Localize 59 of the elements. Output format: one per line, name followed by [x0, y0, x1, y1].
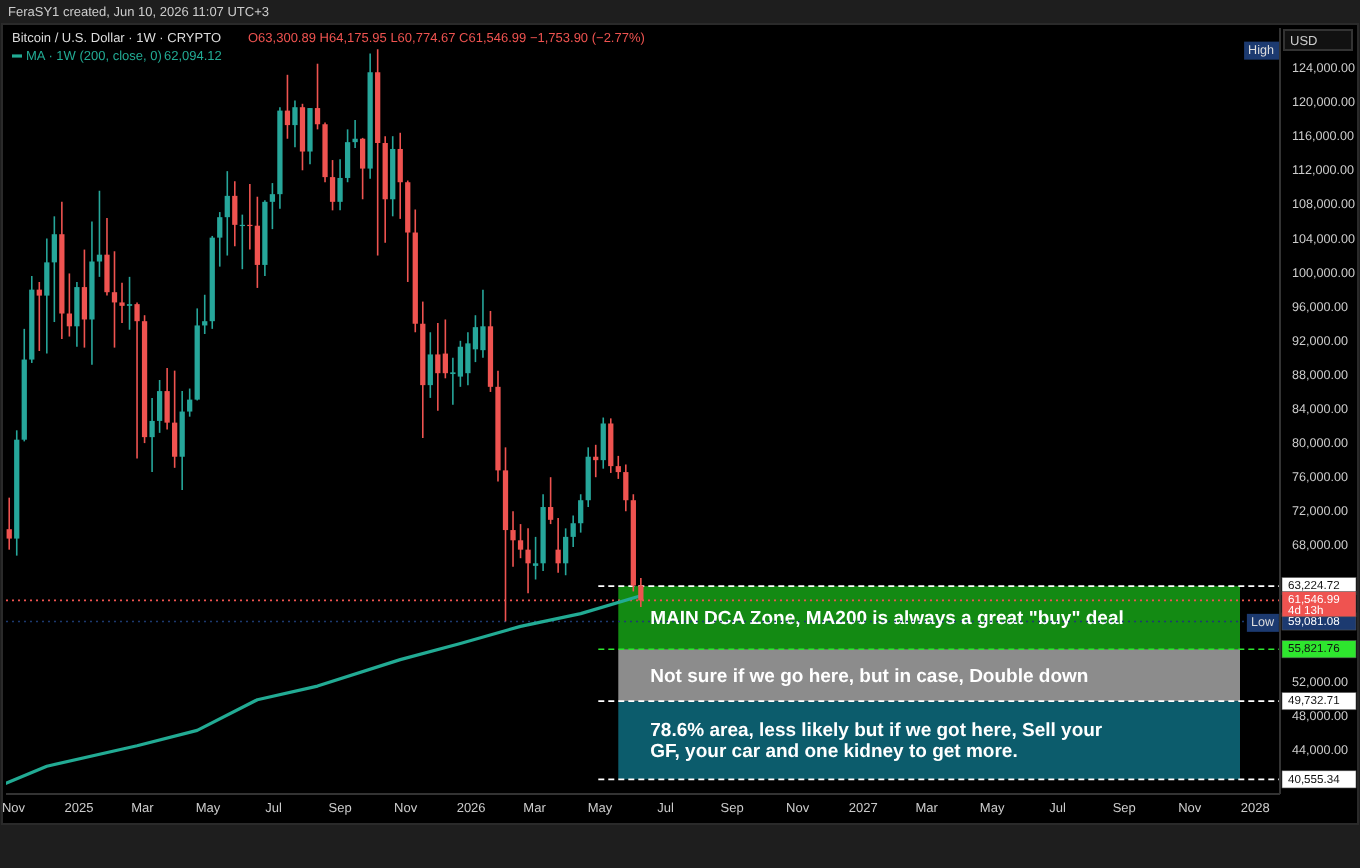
candlestick	[360, 137, 366, 201]
candlestick	[442, 318, 448, 380]
candlestick	[292, 99, 298, 149]
candlestick	[510, 510, 516, 568]
candlestick	[585, 446, 591, 508]
band-label: MAIN DCA Zone, MA200 is always a great "buy" deal	[650, 608, 1124, 631]
candlestick	[6, 496, 12, 551]
candlestick	[525, 527, 531, 594]
candlestick	[187, 387, 193, 418]
candlestick	[578, 493, 584, 534]
candlestick	[344, 128, 351, 184]
candlestick	[570, 514, 576, 548]
candlestick	[44, 237, 50, 355]
candlestick	[74, 281, 80, 348]
candlestick	[179, 390, 185, 491]
candlestick	[36, 281, 42, 352]
candlestick	[615, 455, 621, 480]
candlestick	[119, 282, 125, 324]
candlestick	[156, 379, 163, 434]
candlestick	[480, 288, 486, 359]
candlestick	[149, 397, 155, 473]
candlestick	[600, 416, 606, 470]
candlestick	[457, 339, 464, 388]
candlestick	[623, 463, 629, 513]
candlestick	[465, 331, 471, 386]
candlestick	[435, 322, 441, 412]
candlestick	[329, 159, 336, 212]
candlestick	[224, 170, 230, 257]
candlestick	[96, 189, 103, 278]
candlestick	[172, 369, 178, 469]
candlestick	[555, 517, 561, 574]
candlestick	[352, 119, 358, 149]
candlestick	[563, 527, 569, 577]
candlestick	[427, 331, 433, 399]
candlestick	[269, 182, 276, 230]
band-label: Not sure if we go here, but in case, Double down	[650, 665, 1089, 688]
candlestick	[299, 102, 306, 172]
band-label: 78.6% area, less likely but if we got here, Sell your GF, your car and one kidney to get more.	[650, 720, 1103, 764]
candlestick	[81, 248, 88, 349]
candlestick	[134, 301, 140, 460]
candlestick	[517, 523, 524, 559]
candlestick	[126, 276, 133, 331]
candlestick	[397, 131, 403, 220]
candlestick	[314, 62, 321, 131]
candlestick	[217, 211, 223, 268]
candlestick	[547, 476, 554, 525]
candlestick	[232, 180, 238, 247]
candlestick	[202, 293, 208, 335]
candlestick	[284, 74, 291, 140]
candlestick	[66, 272, 73, 338]
candlestick	[307, 107, 313, 166]
candlestick	[532, 536, 539, 581]
candlestick	[164, 367, 170, 431]
candlestick	[337, 158, 343, 212]
candlestick	[51, 215, 57, 323]
candlestick	[254, 195, 260, 289]
candlestick	[111, 250, 118, 349]
candlestick	[104, 217, 110, 297]
candlestick	[608, 417, 614, 474]
